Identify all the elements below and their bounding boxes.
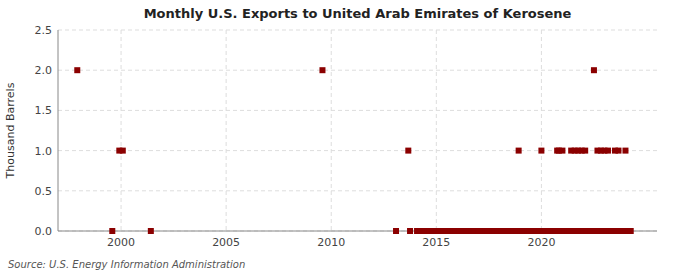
y-grid-line	[58, 150, 657, 151]
x-grid-line	[226, 30, 227, 231]
y-grid-line	[58, 190, 657, 191]
points	[74, 67, 633, 234]
x-grid-line	[331, 30, 332, 231]
point	[628, 228, 634, 234]
point	[393, 228, 399, 234]
x-tick-label: 2010	[317, 236, 345, 249]
y-grid-line	[58, 70, 657, 71]
y-axis-label: Thousand Barrels	[4, 82, 17, 179]
y-grid-line	[58, 110, 657, 111]
point	[591, 67, 597, 73]
point	[605, 148, 611, 154]
x-grid-line	[121, 30, 122, 231]
point	[538, 148, 544, 154]
x-tick-label: 2000	[107, 236, 135, 249]
point	[516, 148, 522, 154]
y-tick-label: 1.0	[35, 145, 53, 158]
point	[109, 228, 115, 234]
point	[582, 148, 588, 154]
x-tick-label: 2020	[527, 236, 555, 249]
y-tick-label: 0.5	[35, 185, 53, 198]
y-tick-label: 2.0	[35, 64, 53, 77]
point	[615, 148, 621, 154]
point	[120, 148, 126, 154]
grid	[58, 30, 657, 231]
point	[622, 148, 628, 154]
title: Monthly U.S. Exports to United Arab Emir…	[144, 6, 572, 21]
x-grid-line	[541, 30, 542, 231]
x-tick-label: 2005	[212, 236, 240, 249]
y-tick-label: 1.5	[35, 104, 53, 117]
point	[405, 148, 411, 154]
y-tick-label: 2.5	[35, 24, 53, 37]
point	[148, 228, 154, 234]
y-tick-label: 0.0	[35, 225, 53, 238]
x-tick-label: 2015	[422, 236, 450, 249]
point	[559, 148, 565, 154]
point	[407, 228, 413, 234]
point	[74, 67, 80, 73]
y-grid-line	[58, 30, 657, 31]
x-grid-line	[436, 30, 437, 231]
source: Source: U.S. Energy Information Administ…	[8, 259, 245, 270]
tick-labels: 0.0 0.5 1.0 1.5 2.0 2.5 2000 2005 2010 2015 2020	[35, 24, 556, 249]
point	[552, 228, 558, 234]
point	[319, 67, 325, 73]
y-axis-line	[58, 30, 59, 231]
chart: 0.0 0.5 1.0 1.5 2.0 2.5 2000 2005 2010 2015 2020 Mo…	[0, 0, 675, 275]
